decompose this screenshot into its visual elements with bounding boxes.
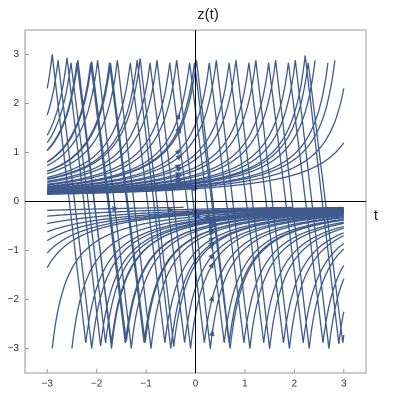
x-tick-label: 1 [242,379,248,390]
y-tick-label: 0 [13,196,19,207]
arrowhead [209,328,215,337]
y-tick-label: −1 [8,245,20,256]
arrowhead [175,125,181,133]
arrowhead [112,206,120,212]
arrowhead [175,166,184,173]
x-tick-label: 0 [193,379,199,390]
y-tick-label: −2 [8,294,20,305]
y-tick-label: 1 [13,147,19,158]
x-axis-label: t [374,207,379,224]
streamlines [46,54,345,349]
x-tick-label: 3 [341,379,347,390]
arrowhead [208,261,215,269]
y-tick-label: 2 [13,98,19,109]
chart-title: z(t) [197,6,219,23]
arrowhead [188,184,196,190]
arrowhead [208,228,217,234]
arrowhead [209,294,215,302]
arrowhead [174,148,182,156]
x-tick-label: −1 [140,379,152,390]
arrowhead [176,182,184,188]
x-tick-label: −3 [42,379,54,390]
arrowhead [208,242,216,250]
arrowhead [175,153,183,161]
x-tick-label: 2 [292,379,298,390]
arrowhead [208,218,217,224]
arrowhead [175,112,181,120]
x-tick-label: −2 [91,379,103,390]
y-tick-label: −3 [8,343,20,354]
y-tick-label: 3 [13,49,19,60]
arrowhead [176,173,184,179]
